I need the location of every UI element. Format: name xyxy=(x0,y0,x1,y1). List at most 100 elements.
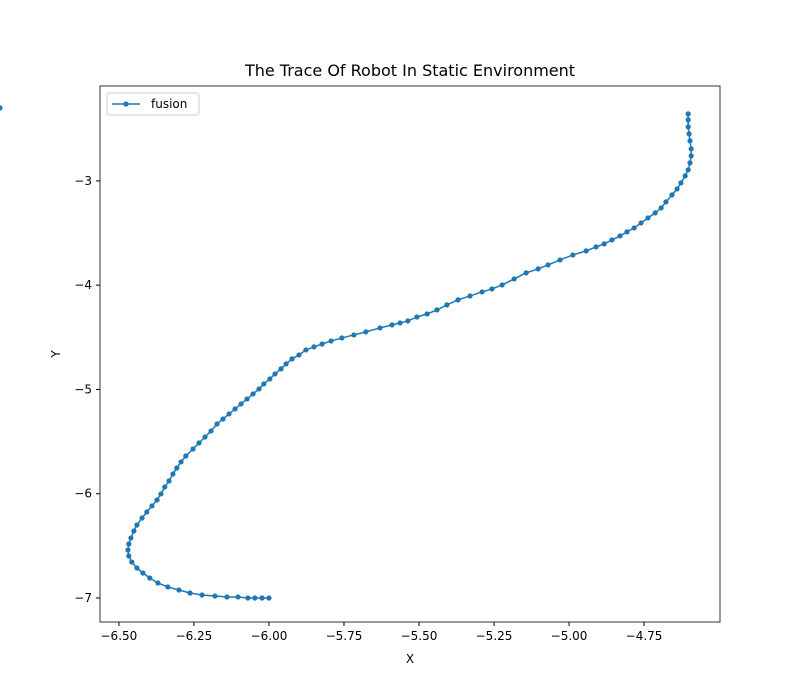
point xyxy=(252,595,258,601)
legend-label: fusion xyxy=(151,97,187,111)
point xyxy=(663,199,669,205)
point xyxy=(674,186,680,192)
x-axis-label: X xyxy=(406,652,414,666)
x-tick-label: −5.50 xyxy=(401,629,438,643)
point xyxy=(685,117,691,123)
y-tick-label: −3 xyxy=(74,174,92,188)
point xyxy=(166,478,172,484)
x-tick-label: −6.00 xyxy=(251,629,288,643)
point xyxy=(339,335,345,341)
point xyxy=(523,270,529,276)
point xyxy=(155,580,161,586)
point xyxy=(687,160,693,166)
point xyxy=(303,347,309,353)
x-tick-label: −5.00 xyxy=(551,629,588,643)
point xyxy=(682,173,688,179)
point xyxy=(444,302,450,308)
point xyxy=(162,484,168,490)
y-tick-label: −7 xyxy=(74,591,92,605)
point xyxy=(601,241,607,247)
point xyxy=(557,257,563,263)
point xyxy=(126,541,132,547)
point xyxy=(434,307,440,313)
point xyxy=(319,341,325,347)
point xyxy=(178,459,184,465)
x-tick-label: −5.75 xyxy=(326,629,363,643)
point xyxy=(511,276,517,282)
x-tick-label: −5.25 xyxy=(476,629,513,643)
point xyxy=(467,293,473,299)
point xyxy=(658,205,664,211)
point xyxy=(199,592,205,598)
point xyxy=(214,421,220,427)
point xyxy=(455,297,461,303)
point xyxy=(267,376,273,382)
point xyxy=(535,266,541,272)
point xyxy=(570,252,576,258)
point xyxy=(678,180,684,186)
point xyxy=(685,111,691,117)
point xyxy=(624,229,630,235)
legend-marker xyxy=(123,101,129,107)
point xyxy=(328,338,334,344)
point xyxy=(147,575,153,581)
point xyxy=(631,225,637,231)
point xyxy=(414,314,420,320)
y-tick-label: −4 xyxy=(74,278,92,292)
point xyxy=(688,146,694,152)
point xyxy=(250,391,256,397)
point xyxy=(129,559,135,565)
point xyxy=(272,371,278,377)
point xyxy=(686,131,692,137)
point xyxy=(190,446,196,452)
point xyxy=(283,361,289,367)
point xyxy=(176,587,182,593)
point xyxy=(669,192,675,198)
x-tick-label: −6.25 xyxy=(176,629,213,643)
point xyxy=(617,233,623,239)
point xyxy=(278,366,284,372)
point xyxy=(397,320,403,326)
point xyxy=(196,440,202,446)
point xyxy=(583,248,589,254)
point xyxy=(688,153,694,159)
point xyxy=(652,210,658,216)
point xyxy=(154,497,160,503)
point xyxy=(208,428,214,434)
point xyxy=(212,593,218,599)
point xyxy=(259,595,265,601)
point xyxy=(0,105,3,111)
point xyxy=(424,311,430,317)
point xyxy=(220,416,226,422)
point xyxy=(226,411,232,417)
point xyxy=(685,124,691,130)
point xyxy=(685,167,691,173)
point xyxy=(687,138,693,144)
point xyxy=(139,515,145,521)
point xyxy=(256,386,262,392)
point xyxy=(266,595,272,601)
point xyxy=(128,535,134,541)
point xyxy=(645,215,651,221)
point xyxy=(126,553,132,559)
point xyxy=(238,401,244,407)
point xyxy=(232,406,238,412)
point xyxy=(187,590,193,596)
point xyxy=(311,344,317,350)
point xyxy=(245,595,251,601)
chart-title: The Trace Of Robot In Static Environment xyxy=(244,61,575,80)
legend-box xyxy=(106,92,200,116)
point xyxy=(134,565,140,571)
point xyxy=(125,547,131,553)
point xyxy=(405,318,411,324)
point xyxy=(296,352,302,358)
point xyxy=(165,584,171,590)
point xyxy=(134,522,140,528)
point xyxy=(170,471,176,477)
point xyxy=(158,491,164,497)
point xyxy=(244,396,250,402)
point xyxy=(489,286,495,292)
point xyxy=(140,570,146,576)
